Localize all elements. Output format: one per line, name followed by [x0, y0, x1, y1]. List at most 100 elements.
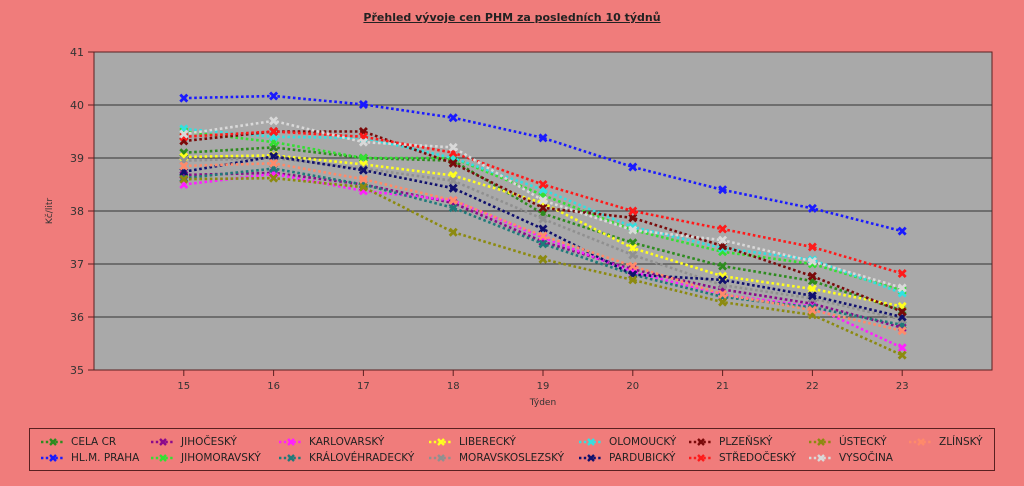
data-point-marker	[448, 156, 458, 166]
series-ZLÍNSKÝ	[179, 158, 907, 336]
legend-swatch-icon	[809, 438, 833, 446]
data-point-marker	[269, 91, 279, 101]
legend-item: LIBERECKÝ	[428, 436, 516, 448]
data-point-marker	[358, 174, 368, 184]
legend-item: ZLÍNSKÝ	[908, 436, 983, 448]
data-point-marker	[718, 185, 728, 195]
x-tick-label: 18	[447, 381, 460, 392]
series-line	[183, 176, 903, 357]
data-point-marker	[718, 261, 728, 271]
data-point-marker	[807, 242, 817, 252]
data-point-marker	[718, 235, 728, 245]
series-line	[183, 155, 903, 319]
y-tick-label: 37	[70, 258, 84, 271]
data-point-marker	[358, 99, 368, 109]
data-point-marker	[538, 214, 548, 224]
legend-item: VYSOČINA	[808, 452, 893, 464]
legend-label: KARLOVARSKÝ	[309, 436, 385, 448]
data-point-marker	[628, 213, 638, 223]
legend-swatch-icon	[41, 438, 65, 446]
legend-label: MORAVSKOSLEZSKÝ	[459, 452, 565, 464]
x-axis: 15 16 17 18 19 20 21 22 23	[177, 370, 909, 392]
legend-item: ÚSTECKÝ	[808, 436, 887, 448]
series-ÚSTECKÝ	[179, 173, 907, 360]
x-tick-label: 17	[357, 381, 370, 392]
series-STŘEDOČESKÝ	[179, 127, 907, 279]
data-point-marker	[538, 133, 548, 143]
data-point-marker	[269, 158, 279, 168]
data-point-marker	[448, 158, 458, 168]
data-point-marker	[628, 243, 638, 253]
y-tick-label: 36	[70, 311, 84, 324]
data-point-marker	[628, 250, 638, 260]
series-line	[183, 127, 903, 295]
legend-swatch-icon	[151, 438, 175, 446]
data-point-marker	[897, 307, 907, 317]
legend-item: MORAVSKOSLEZSKÝ	[428, 452, 564, 464]
legend: CELA CR JIHOČESKÝ KARLOVARSKÝ LIBERECKÝ OLOM…	[29, 428, 995, 471]
legend-item: JIHOMORAVSKÝ	[150, 452, 261, 464]
series-HL.M. PRAHA	[179, 91, 907, 236]
legend-label: VYSOČINA	[839, 452, 893, 464]
data-point-marker	[718, 275, 728, 285]
data-point-marker	[718, 297, 728, 307]
legend-item: PLZEŇSKÝ	[688, 436, 772, 448]
data-point-marker	[807, 256, 817, 266]
data-point-marker	[897, 343, 907, 353]
data-point-marker	[538, 254, 548, 264]
data-point-marker	[807, 291, 817, 301]
data-point-marker	[179, 174, 189, 184]
legend-item: HL.M. PRAHA	[40, 452, 139, 464]
data-point-marker	[448, 203, 458, 213]
legend-label: LIBERECKÝ	[459, 436, 516, 448]
legend-swatch-icon	[689, 438, 713, 446]
data-point-marker	[448, 195, 458, 205]
legend-swatch-icon	[41, 454, 65, 462]
legend-label: ÚSTECKÝ	[839, 436, 887, 448]
legend-swatch-icon	[809, 454, 833, 462]
legend-label: STŘEDOČESKÝ	[719, 452, 796, 464]
legend-swatch-icon	[151, 454, 175, 462]
series-line	[183, 130, 903, 292]
legend-label: ZLÍNSKÝ	[939, 436, 983, 448]
legend-label: JIHOMORAVSKÝ	[181, 452, 261, 464]
data-point-marker	[628, 275, 638, 285]
data-point-marker	[897, 283, 907, 293]
data-point-marker	[179, 129, 189, 139]
data-point-marker	[718, 224, 728, 234]
series-VYSOČINA	[179, 116, 907, 293]
x-tick-label: 21	[716, 381, 729, 392]
legend-item: OLOMOUCKÝ	[578, 436, 676, 448]
data-point-marker	[807, 271, 817, 281]
series-lines	[179, 91, 907, 360]
legend-item: CELA CR	[40, 436, 116, 448]
data-point-marker	[358, 182, 368, 192]
legend-swatch-icon	[689, 454, 713, 462]
data-point-marker	[897, 226, 907, 236]
y-tick-label: 41	[70, 46, 84, 59]
data-point-marker	[269, 173, 279, 183]
x-tick-label: 16	[267, 381, 280, 392]
y-axis-label: Kč/litr	[44, 198, 55, 224]
data-point-marker	[358, 165, 368, 175]
data-point-marker	[628, 206, 638, 216]
legend-swatch-icon	[429, 454, 453, 462]
data-point-marker	[538, 231, 548, 241]
legend-label: PARDUBICKÝ	[609, 452, 676, 464]
data-point-marker	[628, 261, 638, 271]
legend-item: PARDUBICKÝ	[578, 452, 675, 464]
data-point-marker	[448, 227, 458, 237]
data-point-marker	[538, 180, 548, 189]
legend-item: KRÁLOVÉHRADECKÝ	[278, 452, 414, 464]
x-tick-label: 20	[626, 381, 639, 392]
data-point-marker	[628, 162, 638, 172]
legend-label: PLZEŇSKÝ	[719, 436, 773, 448]
y-tick-label: 38	[70, 205, 84, 218]
legend-item: KARLOVARSKÝ	[278, 436, 384, 448]
legend-label: HL.M. PRAHA	[71, 452, 140, 464]
chart-title: Přehled vývoje cen PHM za posledních 10 …	[363, 11, 661, 24]
x-tick-label: 19	[537, 381, 550, 392]
data-point-marker	[448, 142, 458, 152]
legend-swatch-icon	[579, 454, 603, 462]
